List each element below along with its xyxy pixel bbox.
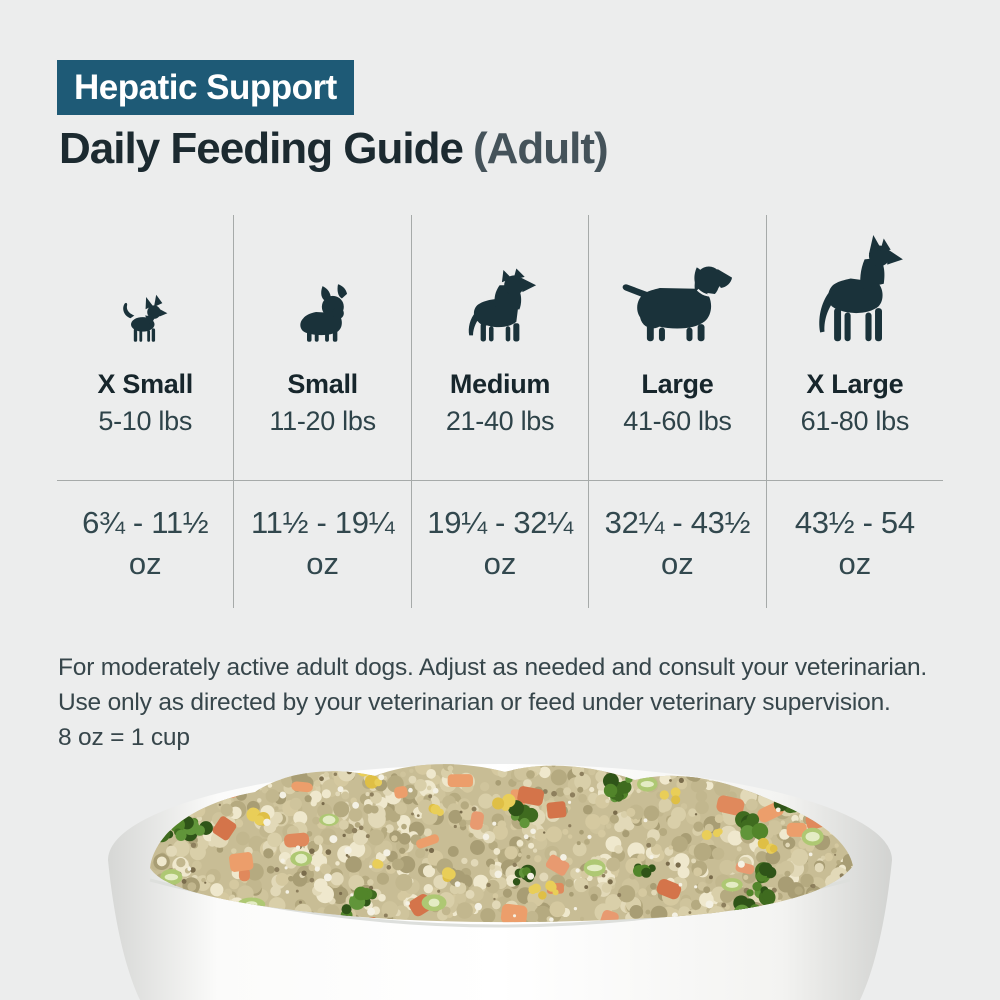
- footnote-line-1: For moderately active adult dogs. Adjust…: [58, 654, 928, 681]
- amount-cell-large: 32¼ - 43½ oz: [588, 481, 765, 608]
- dog-size-row: X Small 5-10 lbs: [57, 215, 943, 480]
- amount-unit: oz: [306, 546, 339, 581]
- footnote: For moderately active adult dogs. Adjust…: [58, 650, 927, 755]
- footnote-line-2: Use only as directed by your veterinaria…: [58, 689, 891, 716]
- great-dane-icon: [819, 235, 903, 342]
- amount-value: 32¼ - 43½: [604, 505, 751, 540]
- size-name: X Small: [97, 369, 193, 399]
- size-column-medium: Medium 21-40 lbs: [410, 215, 588, 480]
- amount-unit: oz: [838, 546, 872, 581]
- size-weight: 11-20 lbs: [269, 406, 376, 436]
- amount-cell-xsmall: 6¾ - 11½ oz: [57, 481, 233, 608]
- feeding-guide-table: X Small 5-10 lbs: [57, 215, 943, 608]
- amount-value: 6¾ - 11½: [82, 505, 209, 540]
- size-column-xlarge: X Large 61-80 lbs: [765, 215, 943, 480]
- product-line-badge: Hepatic Support: [57, 60, 354, 115]
- amount-cell-medium: 19¼ - 32¼ oz: [410, 481, 588, 608]
- page-title: Daily Feeding Guide (Adult): [59, 124, 609, 174]
- amount-unit: oz: [661, 546, 694, 581]
- size-weight: 61-80 lbs: [800, 406, 910, 436]
- pit-bull-icon: [468, 268, 537, 342]
- icon-box: [767, 219, 943, 343]
- size-column-xsmall: X Small 5-10 lbs: [57, 215, 233, 480]
- size-column-large: Large 41-60 lbs: [588, 215, 765, 480]
- size-name: Small: [287, 369, 358, 399]
- french-bulldog-icon: [300, 284, 348, 342]
- size-name: X Large: [806, 369, 904, 399]
- footnote-line-3: 8 oz = 1 cup: [58, 724, 190, 751]
- size-weight: 41-60 lbs: [623, 406, 732, 436]
- title-suffix: (Adult): [472, 124, 609, 173]
- size-weight: 5-10 lbs: [98, 406, 193, 436]
- chihuahua-icon: [123, 294, 168, 342]
- amount-value: 19¼ - 32¼: [427, 505, 573, 540]
- amount-cell-small: 11½ - 19¼ oz: [233, 481, 410, 608]
- size-name: Medium: [449, 369, 551, 399]
- bowl-illustration: [108, 764, 892, 1000]
- amount-unit: oz: [128, 546, 162, 581]
- icon-box: [412, 219, 588, 343]
- icon-box: [57, 219, 233, 343]
- size-weight: 21-40 lbs: [445, 406, 555, 436]
- labrador-icon: [623, 266, 733, 342]
- amount-value: 11½ - 19¼: [251, 505, 395, 540]
- size-name: Large: [641, 369, 714, 399]
- icon-box: [589, 219, 765, 343]
- icon-box: [234, 219, 410, 343]
- title-main: Daily Feeding Guide: [59, 124, 464, 173]
- amount-value: 43½ - 54: [794, 505, 915, 540]
- feeding-amount-row: 6¾ - 11½ oz 11½ - 19¼ oz 19¼ - 32¼ oz 32…: [57, 480, 943, 608]
- amount-cell-xlarge: 43½ - 54 oz: [765, 481, 943, 608]
- size-column-small: Small 11-20 lbs: [233, 215, 410, 480]
- dog-food-bowl-photo: [0, 760, 1000, 1000]
- amount-unit: oz: [483, 546, 517, 581]
